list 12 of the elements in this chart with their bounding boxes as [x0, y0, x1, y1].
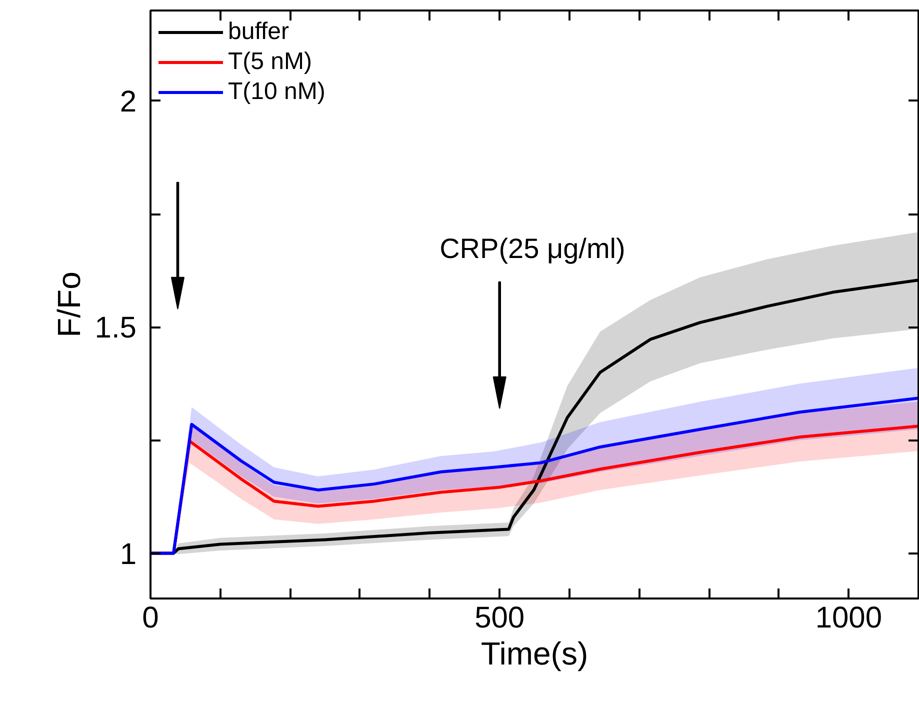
y-tick-label: 2 — [120, 85, 137, 118]
ref-line-label: CRP(25 μg/ml) — [440, 232, 626, 264]
y-tick-label: 1.5 — [94, 312, 137, 345]
legend-label: buffer — [228, 18, 289, 46]
y-tick-label: 1 — [120, 538, 137, 571]
y-axis-title: F/Fo — [50, 272, 87, 338]
x-tick-label: 1000 — [815, 602, 882, 634]
x-tick-label: 0 — [142, 602, 159, 634]
legend-label: T(5 nM) — [228, 48, 312, 76]
legend-label: T(10 nM) — [228, 78, 326, 106]
x-axis-title: Time(s) — [480, 636, 588, 672]
x-tick-label: 500 — [474, 602, 525, 634]
